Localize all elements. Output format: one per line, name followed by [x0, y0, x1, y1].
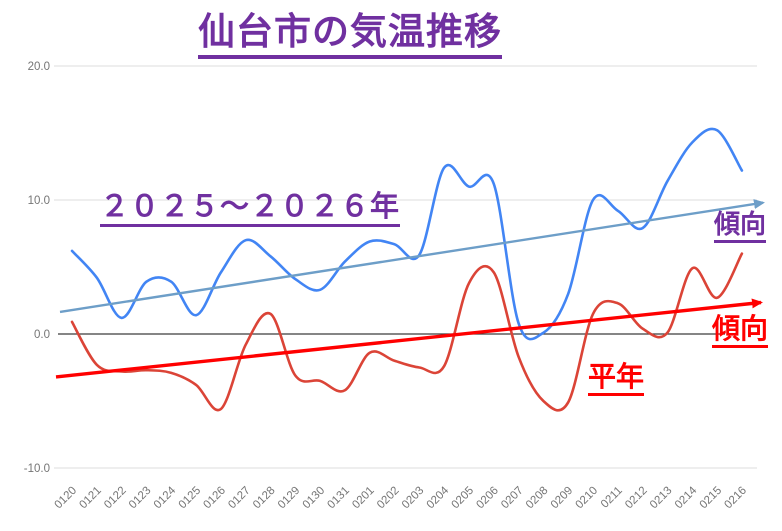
x-tick-label: 0206 — [474, 485, 501, 512]
blue-series-line — [70, 127, 744, 341]
blue-trend-label: 傾向 — [714, 210, 767, 244]
x-tick-label: 0201 — [350, 485, 377, 512]
x-tick-label: 0126 — [201, 485, 228, 512]
x-tick-label: 0129 — [276, 485, 303, 512]
x-tick-label: 0204 — [425, 484, 452, 511]
x-tick-label: 0203 — [400, 485, 427, 512]
chart-title: 仙台市の気温推移 — [198, 11, 502, 59]
x-tick-label: 0125 — [177, 485, 204, 512]
red-series-line — [70, 252, 744, 412]
x-tick-label: 0212 — [623, 485, 650, 512]
x-tick-label: 0210 — [574, 485, 601, 512]
blue-series-label: ２０２５～２０２６年 — [100, 192, 401, 228]
x-tick-label: 0130 — [301, 485, 328, 512]
y-tick-label: 20.0 — [28, 61, 50, 73]
x-tick-label: 0202 — [375, 485, 402, 512]
x-tick-label: 0120 — [53, 485, 80, 512]
blue-trend-arrow — [59, 199, 765, 314]
x-tick-label: 0213 — [648, 485, 675, 512]
x-tick-label: 0216 — [722, 485, 749, 512]
red-trend-label: 傾向 — [712, 314, 769, 349]
x-tick-label: 0214 — [673, 484, 700, 511]
x-tick-label: 0215 — [698, 485, 725, 512]
x-tick-label: 0208 — [524, 485, 551, 512]
x-tick-label: 0121 — [77, 485, 104, 512]
red-trend-arrow — [55, 298, 763, 379]
x-tick-label: 0205 — [450, 485, 477, 512]
x-tick-label: 0127 — [226, 485, 253, 512]
x-tick-label: 0131 — [325, 485, 352, 512]
x-tick-label: 0209 — [549, 485, 576, 512]
x-tick-label: 0207 — [499, 485, 526, 512]
y-tick-label: 0.0 — [34, 329, 50, 341]
x-tick-label: 0122 — [102, 485, 129, 512]
x-tick-label: 0211 — [599, 485, 625, 511]
red-series-label: 平年 — [588, 362, 645, 397]
x-tick-label: 0128 — [251, 485, 278, 512]
x-tick-label: 0124 — [152, 484, 179, 511]
y-tick-label: -10.0 — [24, 463, 50, 475]
x-tick-label: 0123 — [127, 485, 154, 512]
y-tick-label: 10.0 — [28, 195, 50, 207]
